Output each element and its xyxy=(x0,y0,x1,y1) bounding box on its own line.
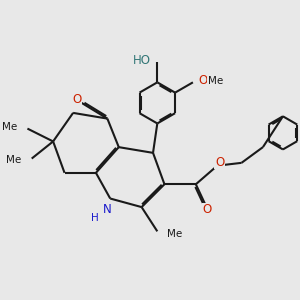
Text: O: O xyxy=(215,156,224,169)
Text: Me: Me xyxy=(7,155,22,165)
Text: O: O xyxy=(72,93,81,106)
Text: HO: HO xyxy=(133,54,151,67)
Text: N: N xyxy=(102,203,111,216)
Text: Me: Me xyxy=(2,122,17,132)
Text: H: H xyxy=(92,213,99,223)
Text: Me: Me xyxy=(208,76,223,85)
Text: O: O xyxy=(198,74,207,87)
Text: Me: Me xyxy=(167,229,182,239)
Text: O: O xyxy=(202,203,212,216)
